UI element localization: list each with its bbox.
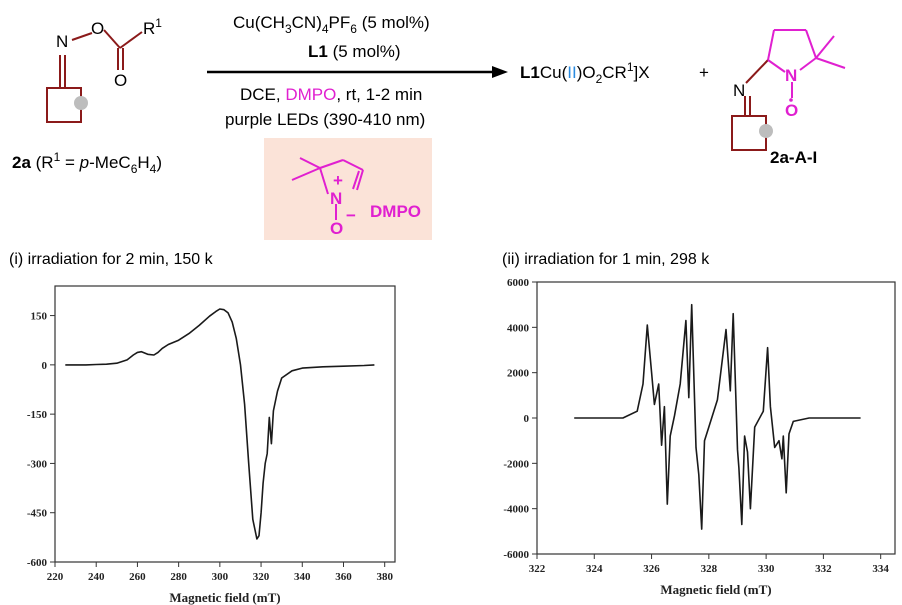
epr-spectrum-line xyxy=(65,308,375,540)
product-2a-a-i-structure xyxy=(731,29,846,151)
y-tick-label: -450 xyxy=(27,508,48,520)
reagent-ligand: L1 (5 mol%) xyxy=(308,42,401,61)
dmpo-atom-n: N xyxy=(330,189,342,208)
dmpo-n-charge: + xyxy=(333,171,343,190)
product-atom-o: O xyxy=(785,101,798,120)
product-label: 2a-A-I xyxy=(770,148,817,167)
product-atom-n-ring: N xyxy=(785,66,797,85)
dmpo-atom-o: O xyxy=(330,219,343,238)
dmpo-structure xyxy=(291,157,364,220)
atom-o-carbonyl: O xyxy=(114,71,127,90)
x-tick-label: 300 xyxy=(212,571,229,583)
x-tick-label: 380 xyxy=(376,571,393,583)
y-tick-label: -600 xyxy=(27,557,48,569)
dmpo-label: DMPO xyxy=(370,202,421,221)
atom-o-ester: O xyxy=(91,19,104,38)
radical-site-marker xyxy=(74,96,88,110)
plot-frame xyxy=(54,285,396,563)
conditions-light: purple LEDs (390-410 nm) xyxy=(225,110,425,129)
y-tick-label: -6000 xyxy=(503,549,529,561)
dmpo-box xyxy=(264,138,432,240)
y-tick-label: -2000 xyxy=(503,458,529,470)
x-tick-label: 328 xyxy=(701,563,718,575)
x-tick-label: 240 xyxy=(88,571,105,583)
reaction-scheme: N O O R1 2a (R1 = p-MeC6H4) Cu(CH3CN)4PF… xyxy=(12,13,846,240)
substrate-label: 2a (R1 = p-MeC6H4) xyxy=(12,150,162,176)
plus-sign: + xyxy=(699,63,709,82)
x-tick-label: 340 xyxy=(294,571,311,583)
x-tick-label: 260 xyxy=(129,571,146,583)
x-axis-label: Magnetic field (mT) xyxy=(169,590,280,605)
epr-chart-298k: 322 324 326 328 330 332 334 -6000 -4000 -2000 0 200… xyxy=(503,277,896,597)
copper-product: L1Cu(II)O2CR1]X xyxy=(520,60,650,86)
x-tick-label: 330 xyxy=(758,563,775,575)
x-tick-label: 322 xyxy=(529,563,546,575)
y-tick-label: 150 xyxy=(31,311,48,323)
reagent-copper: Cu(CH3CN)4PF6 (5 mol%) xyxy=(233,13,430,36)
y-tick-label: -150 xyxy=(27,409,48,421)
epr-chart-150k: 220 240 260 280 300 320 340 360 380 -600 -450 -300 -… xyxy=(27,285,396,605)
x-tick-label: 320 xyxy=(253,571,270,583)
x-axis-label: Magnetic field (mT) xyxy=(660,582,771,597)
atom-n-2a: N xyxy=(56,32,68,51)
x-tick-label: 360 xyxy=(335,571,352,583)
x-tick-label: 326 xyxy=(643,563,660,575)
right-panel-caption: (ii) irradiation for 1 min, 298 k xyxy=(502,251,710,268)
reaction-arrow xyxy=(207,66,508,78)
r1-label: R1 xyxy=(143,16,162,38)
x-tick-label: 334 xyxy=(872,563,889,575)
radical-site-marker-product xyxy=(759,124,773,138)
y-tick-label: 2000 xyxy=(507,368,530,380)
y-tick-label: 4000 xyxy=(507,322,530,334)
left-panel-caption: (i) irradiation for 2 min, 150 k xyxy=(9,251,213,268)
conditions-solvent: DCE, DMPO, rt, 1-2 min xyxy=(240,85,422,104)
x-tick-label: 220 xyxy=(47,571,64,583)
dmpo-o-charge: − xyxy=(346,206,356,225)
radical-dot xyxy=(789,98,793,102)
product-atom-n-imine: N xyxy=(733,81,745,100)
epr-spectrum-line xyxy=(574,303,861,530)
y-tick-label: 6000 xyxy=(507,277,530,289)
y-tick-label: 0 xyxy=(524,413,530,425)
x-tick-label: 280 xyxy=(170,571,187,583)
y-tick-label: -4000 xyxy=(503,504,529,516)
x-tick-label: 332 xyxy=(815,563,832,575)
x-tick-label: 324 xyxy=(586,563,603,575)
y-tick-label: -300 xyxy=(27,458,48,470)
y-tick-label: 0 xyxy=(42,360,48,372)
